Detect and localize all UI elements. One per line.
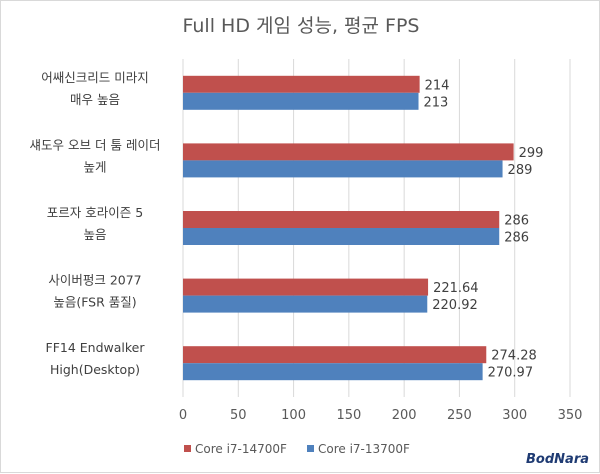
x-tick-label: 50 xyxy=(230,408,247,423)
category-label: 어쌔신크리드 미라지 xyxy=(41,70,148,85)
data-label: 214 xyxy=(425,78,450,93)
data-label: 221.64 xyxy=(433,281,479,296)
data-label: 286 xyxy=(504,231,529,246)
bar-i7-14700f xyxy=(183,278,429,296)
legend-label: Core i7-14700F xyxy=(195,442,287,456)
data-label: 286 xyxy=(504,214,529,229)
legend-label: Core i7-13700F xyxy=(318,442,410,456)
category-label: High(Desktop) xyxy=(50,362,140,377)
category-label: 포르자 호라이즌 5 xyxy=(47,205,143,220)
data-label: 274.28 xyxy=(491,349,536,364)
x-tick-label: 100 xyxy=(281,408,306,423)
data-label: 270.97 xyxy=(488,366,533,381)
bar-i7-14700f xyxy=(183,143,514,161)
data-label: 213 xyxy=(424,95,449,110)
x-tick-label: 350 xyxy=(558,408,583,423)
x-tick-label: 0 xyxy=(179,408,187,423)
bar-i7-13700f xyxy=(183,92,419,110)
legend-swatch xyxy=(184,445,191,452)
x-tick-label: 250 xyxy=(447,408,472,423)
legend-swatch xyxy=(307,445,314,452)
data-label: 299 xyxy=(519,146,544,161)
bar-i7-14700f xyxy=(183,75,420,93)
category-label: FF14 Endwalker xyxy=(46,340,146,355)
bar-i7-13700f xyxy=(183,363,483,381)
category-label: 높게 xyxy=(83,159,106,174)
x-tick-label: 200 xyxy=(392,408,417,423)
category-label: 섀도우 오브 더 툼 레이더 xyxy=(30,137,161,152)
watermark-logo: BodNara xyxy=(526,452,589,467)
bar-i7-13700f xyxy=(183,295,428,313)
bar-i7-14700f xyxy=(183,346,487,364)
category-label: 높음(FSR 품질) xyxy=(53,295,136,310)
legend: Core i7-14700F Core i7-13700F xyxy=(184,442,410,456)
category-label: 사이버펑크 2077 xyxy=(48,273,141,288)
data-label: 289 xyxy=(508,163,533,178)
bar-i7-13700f xyxy=(183,160,503,178)
bar-i7-14700f xyxy=(183,211,500,228)
chart-title: Full HD 게임 성능, 평균 FPS xyxy=(183,15,420,37)
bars: 214 213 299 289 286 286 221.64 220.92 274.28 270.… xyxy=(183,75,544,381)
x-tick-label: 150 xyxy=(336,408,361,423)
category-label: 높음 xyxy=(83,227,106,242)
bar-i7-13700f xyxy=(183,228,500,245)
category-label: 매우 높음 xyxy=(70,92,120,107)
x-tick-labels: 0 50 100 150 200 250 300 350 xyxy=(179,408,583,423)
x-tick-label: 300 xyxy=(502,408,527,423)
data-label: 220.92 xyxy=(432,298,478,313)
